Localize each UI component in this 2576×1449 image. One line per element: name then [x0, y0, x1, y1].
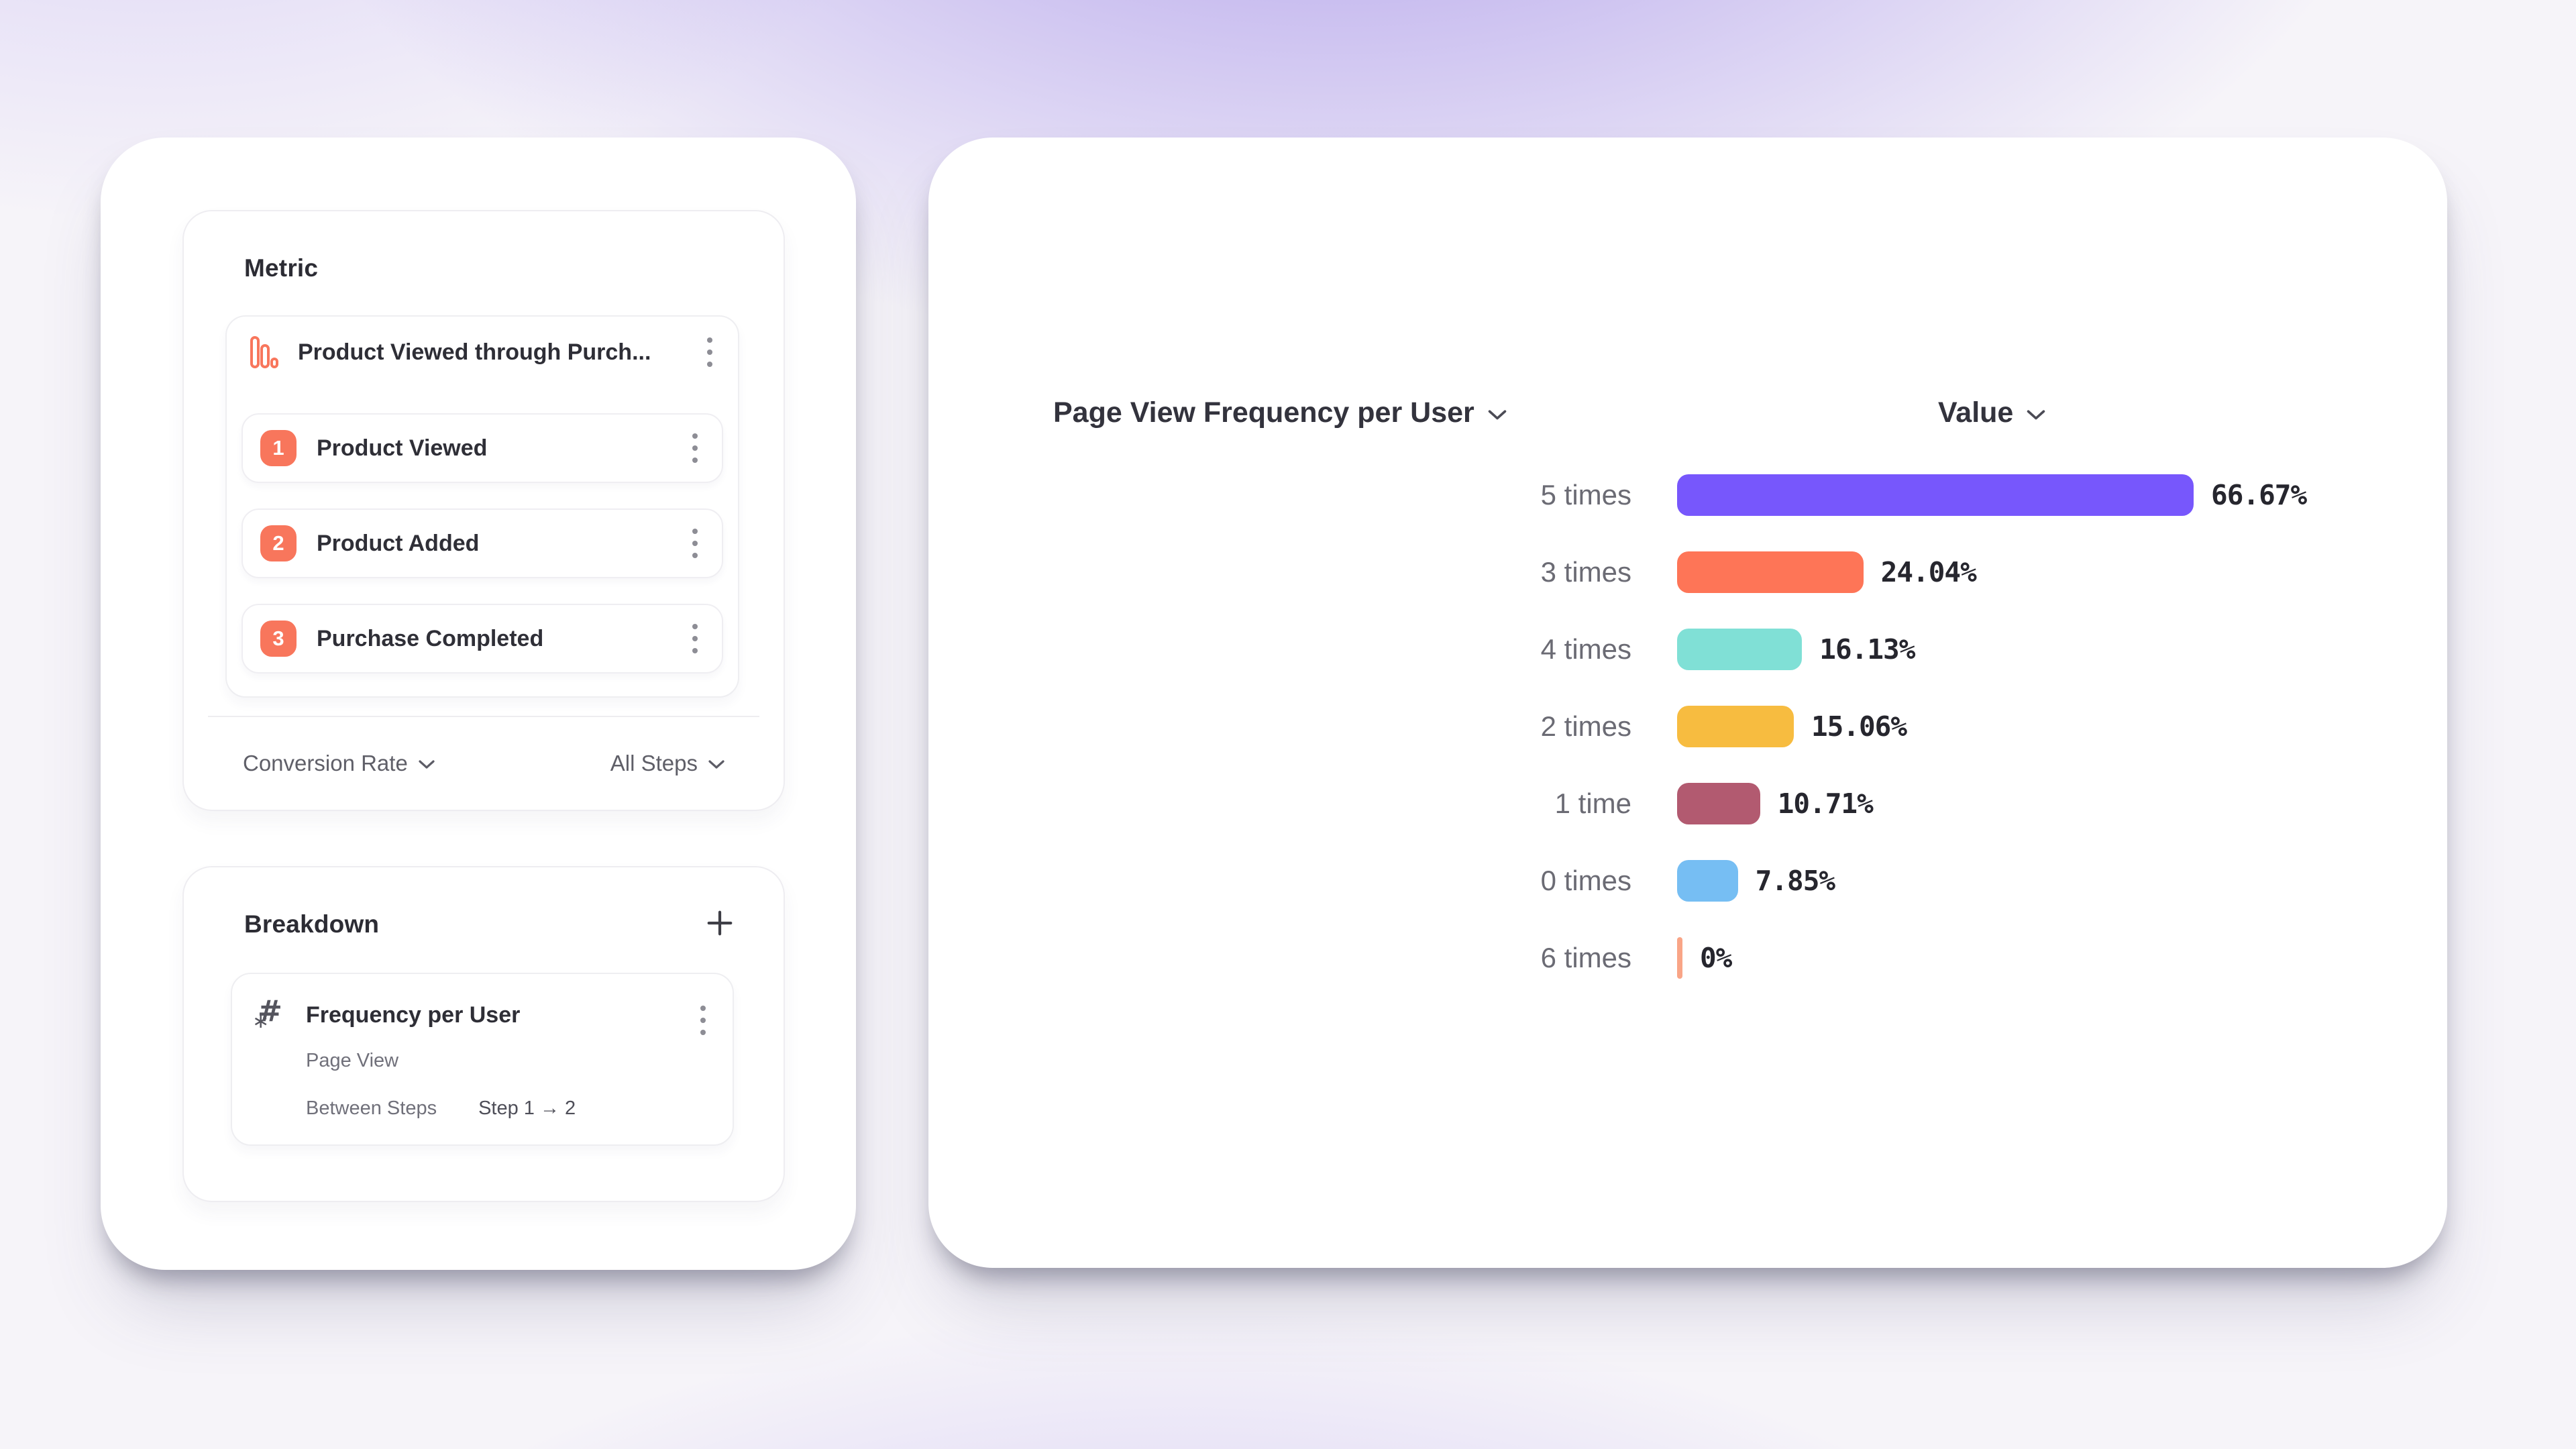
metric-menu-button[interactable] [700, 330, 719, 374]
step-number-badge: 3 [260, 621, 297, 657]
breakdown-event: Page View [306, 1050, 399, 1071]
all-steps-label: All Steps [610, 751, 698, 775]
step-menu-button[interactable] [686, 426, 704, 470]
bar-category-label: 4 times [1540, 633, 1631, 665]
breakdown-menu-button[interactable] [694, 998, 712, 1042]
bar[interactable] [1677, 628, 1803, 670]
bar-category-label: 5 times [1540, 478, 1631, 511]
bar[interactable] [1677, 859, 1738, 902]
metric-footer: Conversion Rate All Steps [243, 717, 724, 810]
step-label: Product Viewed [317, 435, 488, 461]
funnel-step[interactable]: 3 Purchase Completed [241, 604, 723, 674]
funnel-chart-icon [250, 336, 278, 368]
bar-category-label: 2 times [1540, 710, 1631, 742]
chart-row: 4 times 16.13% [928, 610, 2447, 688]
breakdown-card-title: Breakdown [244, 910, 380, 938]
bar-value-label: 24.04% [1880, 555, 1977, 588]
chevron-down-icon [2027, 409, 2045, 419]
bar-chart: 5 times 66.67% 3 times 24.04% 4 times 16.13% 2… [928, 456, 2447, 996]
series-selector-label: Page View Frequency per User [1053, 396, 1474, 429]
bar[interactable] [1677, 474, 2194, 516]
step-number-badge: 2 [260, 525, 297, 561]
funnel-steps-list: 1 Product Viewed 2 Product Added 3 Purchase C… [227, 413, 738, 674]
step-menu-button[interactable] [686, 521, 704, 566]
bar-value-label: 66.67% [2211, 478, 2307, 511]
step-menu-button[interactable] [686, 616, 704, 661]
funnel-step[interactable]: 2 Product Added [241, 508, 723, 578]
bar-category-label: 6 times [1540, 941, 1631, 973]
metric-name: Product Viewed through Purch... [298, 339, 651, 365]
metric-item-header[interactable]: Product Viewed through Purch... [227, 317, 738, 388]
chart-row: 0 times 7.85% [928, 842, 2447, 919]
conversion-rate-label: Conversion Rate [243, 751, 408, 775]
bar[interactable] [1677, 705, 1794, 747]
query-builder-panel: Metric Product Viewed through Purch... 1… [101, 138, 856, 1270]
step-label: Product Added [317, 530, 480, 556]
chart-row: 2 times 15.06% [928, 688, 2447, 765]
breakdown-card: Breakdown # ∗ Frequency per User Page Vi… [182, 866, 785, 1202]
funnel-step[interactable]: 1 Product Viewed [241, 413, 723, 483]
metric-card: Metric Product Viewed through Purch... 1… [182, 210, 785, 811]
bar[interactable] [1677, 551, 1864, 593]
between-steps-label: Between Steps [306, 1097, 437, 1119]
value-selector[interactable]: Value [1938, 396, 2045, 429]
card-divider [208, 716, 759, 717]
breakdown-item[interactable]: # ∗ Frequency per User Page View Between… [231, 973, 734, 1146]
breakdown-name: Frequency per User [306, 1002, 521, 1028]
step-label: Purchase Completed [317, 625, 544, 651]
number-property-icon: # ∗ [252, 994, 282, 1032]
chart-row: 5 times 66.67% [928, 456, 2447, 533]
chart-row: 6 times 0% [928, 919, 2447, 996]
bar-value-label: 15.06% [1811, 710, 1907, 743]
bar-value-label: 0% [1700, 941, 1732, 974]
metric-item: Product Viewed through Purch... 1 Product… [225, 315, 739, 698]
between-steps-value[interactable]: Step 1 → 2 [478, 1097, 576, 1119]
plus-icon [707, 910, 733, 936]
bar-value-label: 16.13% [1819, 633, 1915, 665]
bar-category-label: 0 times [1540, 864, 1631, 896]
all-steps-dropdown[interactable]: All Steps [610, 751, 724, 776]
value-selector-label: Value [1938, 396, 2014, 429]
chart-panel: Page View Frequency per User Value 5 tim… [928, 138, 2447, 1268]
conversion-rate-dropdown[interactable]: Conversion Rate [243, 751, 435, 776]
bar-category-label: 3 times [1540, 555, 1631, 588]
bar[interactable] [1677, 782, 1760, 824]
metric-card-title: Metric [244, 254, 319, 282]
chevron-down-icon [708, 760, 724, 769]
bar-value-label: 7.85% [1755, 864, 1835, 897]
chevron-down-icon [1488, 409, 1507, 419]
series-selector[interactable]: Page View Frequency per User [1053, 396, 1507, 429]
chevron-down-icon [419, 760, 435, 769]
step-number-badge: 1 [260, 430, 297, 466]
bar[interactable] [1677, 936, 1682, 979]
chart-row: 3 times 24.04% [928, 533, 2447, 610]
bar-value-label: 10.71% [1777, 787, 1874, 820]
bar-category-label: 1 time [1554, 787, 1631, 819]
add-breakdown-button[interactable] [704, 908, 735, 942]
breakdown-between-row: Between Steps Step 1 → 2 [306, 1097, 576, 1120]
chart-row: 1 time 10.71% [928, 765, 2447, 842]
